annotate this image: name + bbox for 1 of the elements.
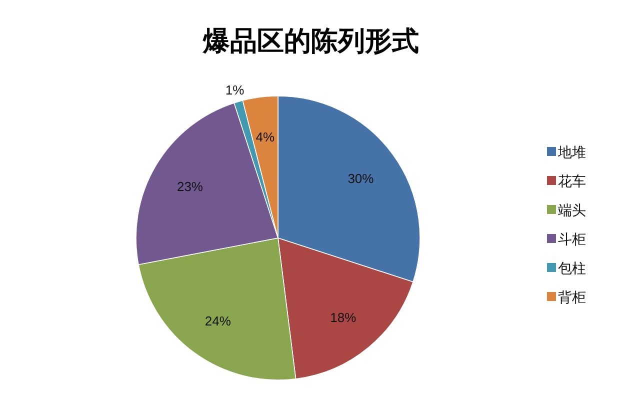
title: 爆品区的陈列形式 (203, 26, 419, 57)
